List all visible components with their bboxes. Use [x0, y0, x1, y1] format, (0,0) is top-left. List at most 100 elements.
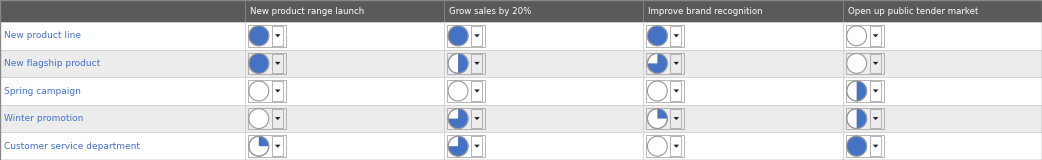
Polygon shape	[673, 34, 679, 37]
Bar	[447, 53, 485, 74]
Ellipse shape	[647, 109, 667, 128]
Text: Open up public tender market: Open up public tender market	[848, 7, 978, 16]
Bar	[870, 81, 880, 101]
Bar	[272, 26, 282, 46]
Ellipse shape	[847, 53, 867, 73]
Ellipse shape	[249, 26, 269, 46]
Polygon shape	[458, 53, 468, 73]
Bar	[870, 136, 880, 156]
Polygon shape	[673, 62, 679, 65]
Bar	[646, 135, 685, 157]
Bar	[444, 77, 643, 105]
Polygon shape	[474, 145, 479, 148]
Bar	[471, 109, 482, 128]
Polygon shape	[847, 136, 867, 156]
Ellipse shape	[249, 109, 269, 128]
Polygon shape	[873, 117, 878, 120]
Polygon shape	[474, 117, 479, 120]
Polygon shape	[275, 62, 280, 65]
Bar	[670, 109, 681, 128]
Polygon shape	[275, 145, 280, 148]
Ellipse shape	[448, 109, 468, 128]
Ellipse shape	[847, 136, 867, 156]
Bar	[846, 80, 884, 102]
Polygon shape	[658, 109, 667, 119]
Bar	[670, 81, 681, 101]
Bar	[670, 26, 681, 46]
Bar	[0, 105, 245, 132]
Ellipse shape	[647, 81, 667, 101]
Bar	[471, 81, 482, 101]
Ellipse shape	[448, 53, 468, 73]
Bar	[643, 0, 843, 22]
Bar	[843, 22, 1042, 50]
Bar	[646, 53, 685, 74]
Bar	[444, 105, 643, 132]
Polygon shape	[873, 34, 878, 37]
Bar	[444, 50, 643, 77]
Bar	[471, 54, 482, 73]
Bar	[643, 22, 843, 50]
Text: Grow sales by 20%: Grow sales by 20%	[449, 7, 531, 16]
Ellipse shape	[847, 109, 867, 128]
Polygon shape	[448, 136, 468, 156]
Polygon shape	[258, 136, 269, 146]
Bar	[670, 136, 681, 156]
Bar	[0, 77, 245, 105]
Polygon shape	[275, 117, 280, 120]
Bar	[444, 132, 643, 160]
Text: New product line: New product line	[4, 31, 81, 40]
Bar	[447, 108, 485, 129]
Bar	[843, 105, 1042, 132]
Bar	[846, 135, 884, 157]
Bar	[0, 22, 245, 50]
Text: New flagship product: New flagship product	[4, 59, 100, 68]
Bar	[843, 0, 1042, 22]
Bar	[248, 108, 286, 129]
Bar	[646, 80, 685, 102]
Ellipse shape	[448, 81, 468, 101]
Bar	[870, 109, 880, 128]
Bar	[272, 109, 282, 128]
Polygon shape	[474, 34, 479, 37]
Polygon shape	[275, 89, 280, 92]
Bar	[444, 0, 643, 22]
Bar	[245, 50, 444, 77]
Polygon shape	[873, 89, 878, 92]
Polygon shape	[647, 53, 667, 73]
Bar	[248, 80, 286, 102]
Polygon shape	[857, 109, 867, 128]
Polygon shape	[647, 26, 667, 46]
Bar	[643, 50, 843, 77]
Bar	[245, 22, 444, 50]
Polygon shape	[857, 81, 867, 101]
Bar	[248, 135, 286, 157]
Bar	[272, 54, 282, 73]
Bar	[444, 22, 643, 50]
Bar	[248, 25, 286, 47]
Polygon shape	[275, 34, 280, 37]
Bar	[870, 26, 880, 46]
Bar	[245, 105, 444, 132]
Bar	[447, 135, 485, 157]
Bar	[272, 81, 282, 101]
Polygon shape	[873, 62, 878, 65]
Ellipse shape	[647, 136, 667, 156]
Polygon shape	[673, 145, 679, 148]
Bar	[0, 50, 245, 77]
Bar	[646, 25, 685, 47]
Polygon shape	[249, 53, 269, 73]
Polygon shape	[474, 89, 479, 92]
Polygon shape	[873, 145, 878, 148]
Ellipse shape	[847, 81, 867, 101]
Bar	[643, 77, 843, 105]
Polygon shape	[673, 89, 679, 92]
Bar	[846, 108, 884, 129]
Bar	[447, 25, 485, 47]
Text: New product range launch: New product range launch	[250, 7, 364, 16]
Bar	[870, 54, 880, 73]
Bar	[471, 136, 482, 156]
Polygon shape	[249, 26, 269, 46]
Bar	[846, 25, 884, 47]
Text: Winter promotion: Winter promotion	[4, 114, 83, 123]
